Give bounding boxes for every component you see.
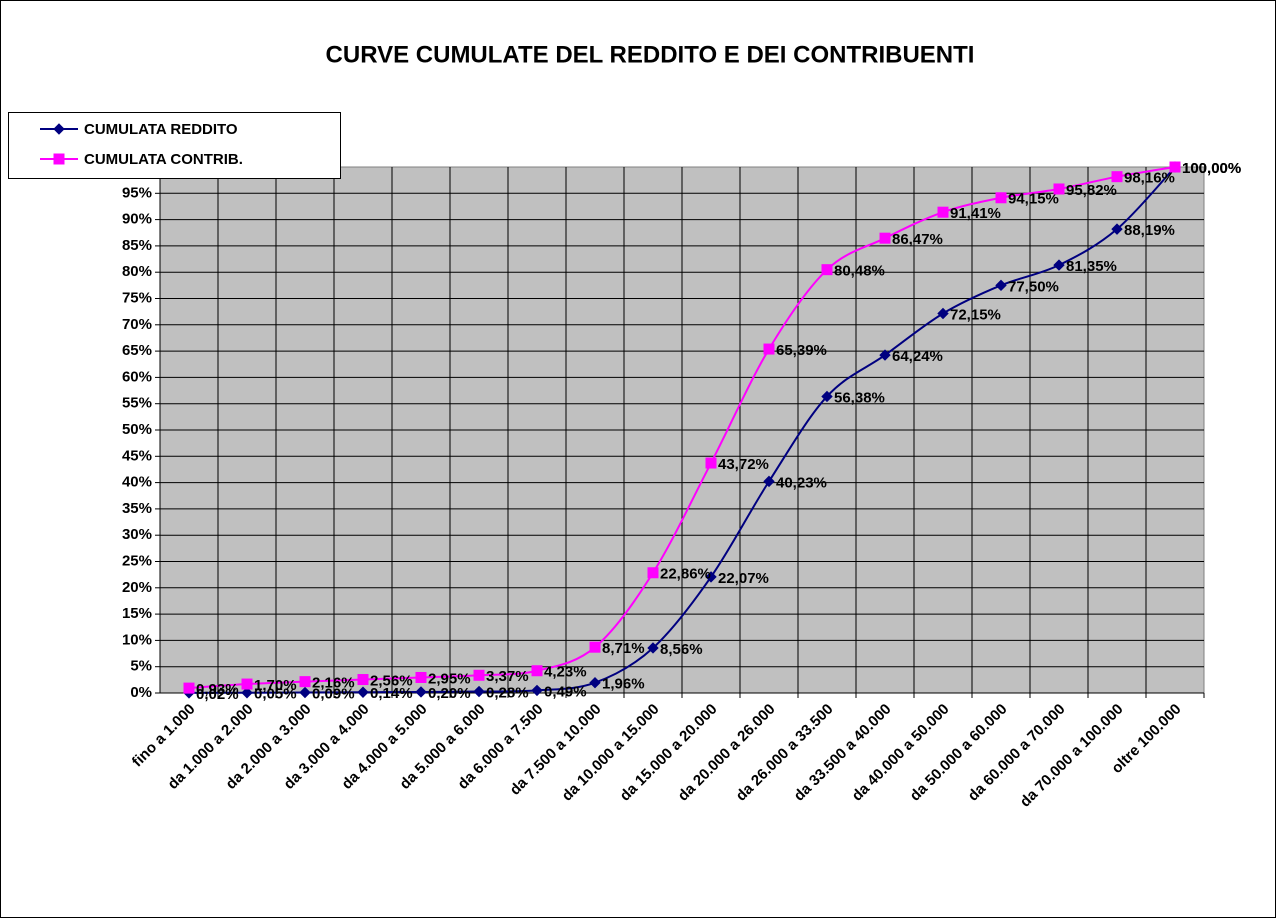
y-tick-label: 95% — [122, 184, 152, 201]
data-label: 80,48% — [834, 263, 885, 280]
y-tick-label: 25% — [122, 552, 152, 569]
data-label: 56,38% — [834, 389, 885, 406]
data-label: 0,05% — [254, 686, 297, 703]
y-tick-label: 15% — [122, 605, 152, 622]
marker — [473, 685, 485, 698]
marker — [995, 279, 1007, 292]
y-tick-label: 20% — [122, 579, 152, 596]
data-label: 0,28% — [486, 684, 529, 701]
marker — [299, 686, 311, 699]
data-label: 4,23% — [544, 664, 587, 681]
data-label: 98,16% — [1124, 170, 1175, 187]
data-label: 8,71% — [602, 640, 645, 657]
data-label: 81,35% — [1066, 258, 1117, 275]
data-label: 0,20% — [428, 685, 471, 702]
data-label: 22,07% — [718, 570, 769, 587]
data-label: 0,49% — [544, 683, 587, 700]
y-tick-label: 55% — [122, 395, 152, 412]
data-label: 64,24% — [892, 348, 943, 365]
marker — [589, 641, 601, 653]
legend-label: CUMULATA REDDITO — [84, 121, 238, 138]
marker — [937, 206, 949, 218]
y-tick-label: 50% — [122, 421, 152, 438]
marker — [357, 686, 369, 698]
y-tick-label: 30% — [122, 526, 152, 543]
y-tick-label: 35% — [122, 500, 152, 517]
y-tick-label: 0% — [130, 684, 152, 701]
marker — [415, 671, 427, 683]
marker — [1111, 223, 1123, 235]
y-tick-label: 75% — [122, 289, 152, 306]
data-label: 40,23% — [776, 474, 827, 491]
data-label: 100,00% — [1182, 160, 1241, 177]
legend-box — [8, 112, 341, 179]
marker — [1053, 259, 1065, 271]
marker — [53, 153, 65, 165]
marker — [589, 676, 601, 689]
data-label: 100,00% — [1182, 160, 1241, 177]
legend-label: CUMULATA CONTRIB. — [84, 151, 243, 168]
marker — [1111, 171, 1123, 183]
marker — [705, 571, 717, 583]
chart-title: CURVE CUMULATE DEL REDDITO E DEI CONTRIB… — [326, 41, 975, 68]
data-label: 95,82% — [1066, 182, 1117, 199]
marker — [531, 665, 543, 677]
marker — [473, 669, 485, 681]
data-label: 8,56% — [660, 641, 703, 658]
marker — [183, 682, 195, 694]
data-label: 72,15% — [950, 306, 1001, 323]
marker — [299, 676, 311, 688]
y-tick-label: 45% — [122, 447, 152, 464]
marker — [241, 687, 253, 699]
marker — [879, 232, 891, 244]
data-label: 88,19% — [1124, 222, 1175, 239]
data-label: 86,47% — [892, 231, 943, 248]
marker — [531, 684, 543, 697]
data-label: 65,39% — [776, 342, 827, 359]
y-tick-label: 5% — [130, 658, 152, 675]
y-tick-label: 60% — [122, 368, 152, 385]
y-tick-label: 70% — [122, 316, 152, 333]
data-label: 0,14% — [370, 685, 413, 702]
marker — [1053, 183, 1065, 195]
y-tick-label: 65% — [122, 342, 152, 359]
marker — [647, 567, 659, 579]
data-label: 77,50% — [1008, 278, 1059, 295]
data-label: 0,93% — [196, 681, 239, 698]
data-label: 3,37% — [486, 668, 529, 685]
data-label: 2,16% — [312, 675, 355, 692]
data-label: 22,86% — [660, 566, 711, 583]
data-label: 1,96% — [602, 676, 645, 693]
data-label: 0,09% — [312, 685, 355, 702]
marker — [415, 686, 427, 698]
data-label: 43,72% — [718, 456, 769, 473]
marker — [357, 674, 369, 686]
data-label: 2,56% — [370, 673, 413, 690]
y-tick-label: 10% — [122, 631, 152, 648]
marker — [879, 349, 891, 361]
marker — [53, 123, 65, 135]
marker — [821, 264, 833, 276]
data-label: 94,15% — [1008, 191, 1059, 208]
marker — [241, 678, 253, 690]
data-label: 2,95% — [428, 670, 471, 687]
marker — [705, 457, 717, 469]
marker — [763, 475, 775, 488]
data-label: 91,41% — [950, 205, 1001, 222]
data-label: 1,70% — [254, 677, 297, 694]
y-tick-label: 40% — [122, 474, 152, 491]
marker — [821, 390, 833, 403]
data-label: 0,02% — [196, 686, 239, 703]
y-tick-label: 85% — [122, 237, 152, 254]
marker — [1169, 161, 1181, 173]
marker — [763, 343, 775, 355]
marker — [995, 192, 1007, 204]
marker — [647, 642, 659, 654]
marker — [937, 307, 949, 320]
y-tick-label: 90% — [122, 211, 152, 228]
y-tick-label: 80% — [122, 263, 152, 280]
